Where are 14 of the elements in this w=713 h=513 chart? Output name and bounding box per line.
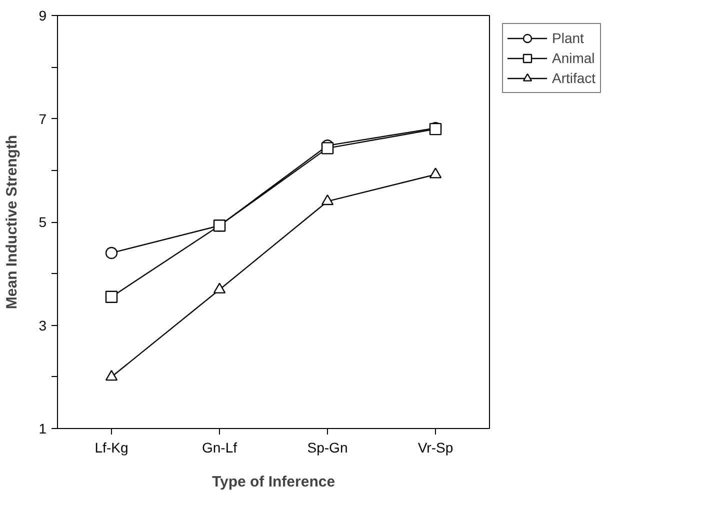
x-axis-title: Type of Inference — [212, 474, 336, 490]
y-tick-label: 5 — [38, 214, 47, 230]
y-tick-label: 9 — [38, 8, 47, 24]
x-tick-label: Lf-Kg — [94, 440, 128, 456]
x-tick-label: Sp-Gn — [307, 440, 348, 456]
y-axis-title: Mean Inductive Strength — [4, 134, 21, 310]
legend-label: Artifact — [552, 70, 596, 86]
legend-label: Plant — [552, 30, 584, 46]
legend-label: Animal — [552, 50, 595, 66]
y-tick-label: 7 — [38, 110, 47, 127]
x-tick-label: Gn-Lf — [202, 440, 238, 456]
y-tick-label: 3 — [38, 317, 47, 334]
y-tick-label: 1 — [38, 420, 47, 436]
x-tick-label: Vr-Sp — [418, 440, 454, 456]
